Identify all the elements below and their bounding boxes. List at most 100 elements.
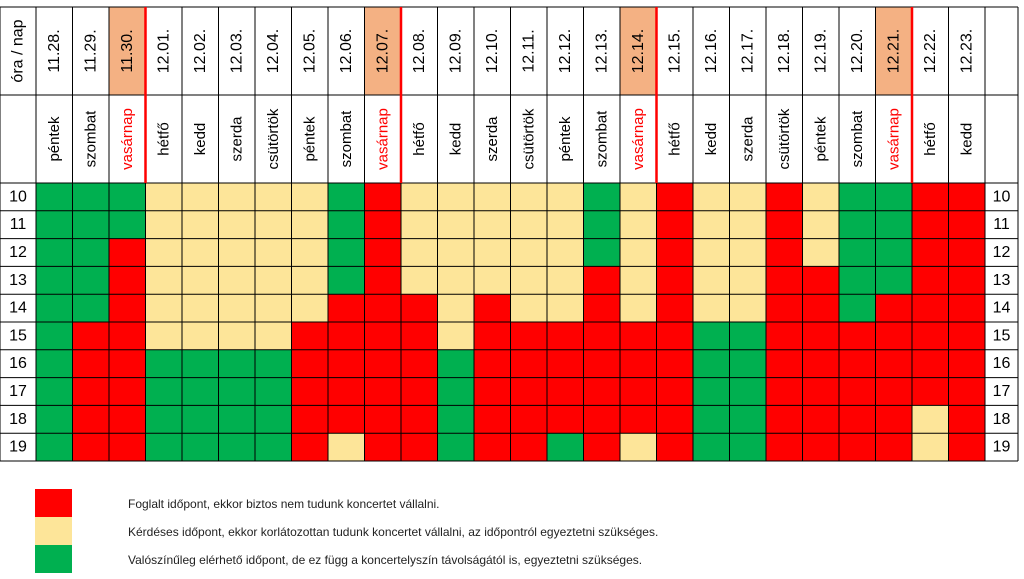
- status-cell: [875, 377, 912, 406]
- status-cell: [255, 433, 292, 461]
- date-label: 12.07.: [374, 29, 391, 73]
- status-cell: [802, 405, 839, 434]
- status-cell: [802, 238, 839, 267]
- status-cell: [875, 405, 912, 434]
- status-cell: [620, 405, 657, 434]
- date-label: 12.19.: [812, 29, 829, 73]
- hour-label-right: 11: [993, 216, 1010, 233]
- status-cell: [875, 238, 912, 267]
- corner-label: óra / nap: [10, 19, 27, 82]
- status-cell: [729, 294, 766, 322]
- status-cell: [729, 349, 766, 378]
- status-cell: [291, 210, 328, 239]
- status-cell: [328, 433, 365, 461]
- weekday-label: csütörtök: [776, 108, 793, 169]
- status-cell: [766, 433, 803, 461]
- status-cell: [656, 322, 693, 350]
- status-cell: [72, 238, 109, 267]
- status-cell: [912, 433, 949, 461]
- date-label: 12.15.: [666, 29, 683, 73]
- date-label: 12.12.: [557, 29, 574, 73]
- weekday-label: szombat: [82, 110, 99, 168]
- status-cell: [474, 377, 511, 406]
- status-cell: [255, 405, 292, 434]
- status-cell: [145, 210, 182, 239]
- status-cell: [474, 266, 511, 295]
- status-cell: [839, 405, 876, 434]
- status-cell: [72, 266, 109, 295]
- weekday-label: szombat: [849, 110, 866, 168]
- status-cell: [291, 349, 328, 378]
- status-cell: [510, 349, 547, 378]
- status-cell: [510, 210, 547, 239]
- status-cell: [109, 238, 146, 267]
- status-cell: [36, 266, 73, 295]
- legend-available-text: Valószínűleg elérhető időpont, de ez füg…: [128, 553, 643, 567]
- status-cell: [948, 183, 985, 211]
- status-cell: [948, 433, 985, 461]
- date-label: 12.09.: [447, 29, 464, 73]
- status-cell: [510, 238, 547, 267]
- hour-label-right: 18: [993, 411, 1011, 428]
- status-cell: [547, 322, 584, 350]
- status-cell: [401, 377, 438, 406]
- status-cell: [656, 238, 693, 267]
- status-cell: [218, 294, 255, 322]
- status-cell: [328, 266, 365, 295]
- status-cell: [656, 294, 693, 322]
- status-cell: [802, 433, 839, 461]
- status-cell: [36, 349, 73, 378]
- status-cell: [839, 377, 876, 406]
- status-cell: [36, 405, 73, 434]
- status-cell: [291, 266, 328, 295]
- hour-label-left: 12: [9, 244, 27, 261]
- date-label: 12.01.: [155, 29, 172, 73]
- status-cell: [437, 322, 474, 350]
- status-cell: [474, 183, 511, 211]
- status-cell: [328, 322, 365, 350]
- status-cell: [948, 210, 985, 239]
- status-cell: [693, 183, 730, 211]
- status-cell: [583, 405, 620, 434]
- status-cell: [145, 349, 182, 378]
- status-cell: [839, 183, 876, 211]
- legend-busy: Foglalt időpont, ekkor biztos nem tudunk…: [35, 489, 735, 517]
- status-cell: [145, 183, 182, 211]
- status-cell: [620, 377, 657, 406]
- status-cell: [766, 405, 803, 434]
- status-cell: [766, 210, 803, 239]
- status-cell: [693, 405, 730, 434]
- status-cell: [802, 294, 839, 322]
- status-cell: [766, 238, 803, 267]
- status-cell: [364, 405, 401, 434]
- status-cell: [364, 238, 401, 267]
- status-cell: [218, 433, 255, 461]
- weekday-label: szombat: [593, 110, 610, 168]
- availability-chart: óra / nap 11.28. 11.29. 11.30. 12.01. 12.02. 1…: [0, 6, 1019, 462]
- status-cell: [839, 238, 876, 267]
- status-cell: [802, 183, 839, 211]
- hour-label-right: 12: [993, 244, 1011, 261]
- status-cell: [218, 405, 255, 434]
- status-cell: [875, 210, 912, 239]
- hour-label-left: 17: [9, 383, 27, 400]
- status-cell: [328, 294, 365, 322]
- status-cell: [656, 433, 693, 461]
- status-cell: [437, 238, 474, 267]
- hour-label-left: 11: [10, 216, 27, 233]
- status-cell: [693, 377, 730, 406]
- status-cell: [437, 210, 474, 239]
- status-cell: [401, 433, 438, 461]
- status-cell: [912, 266, 949, 295]
- weekday-label: hétfő: [155, 122, 172, 155]
- status-cell: [72, 433, 109, 461]
- status-cell: [72, 294, 109, 322]
- status-cell: [583, 238, 620, 267]
- status-cell: [510, 377, 547, 406]
- status-cell: [437, 294, 474, 322]
- status-cell: [620, 238, 657, 267]
- status-cell: [912, 322, 949, 350]
- hour-label-left: 16: [9, 355, 27, 372]
- status-cell: [766, 377, 803, 406]
- status-cell: [729, 322, 766, 350]
